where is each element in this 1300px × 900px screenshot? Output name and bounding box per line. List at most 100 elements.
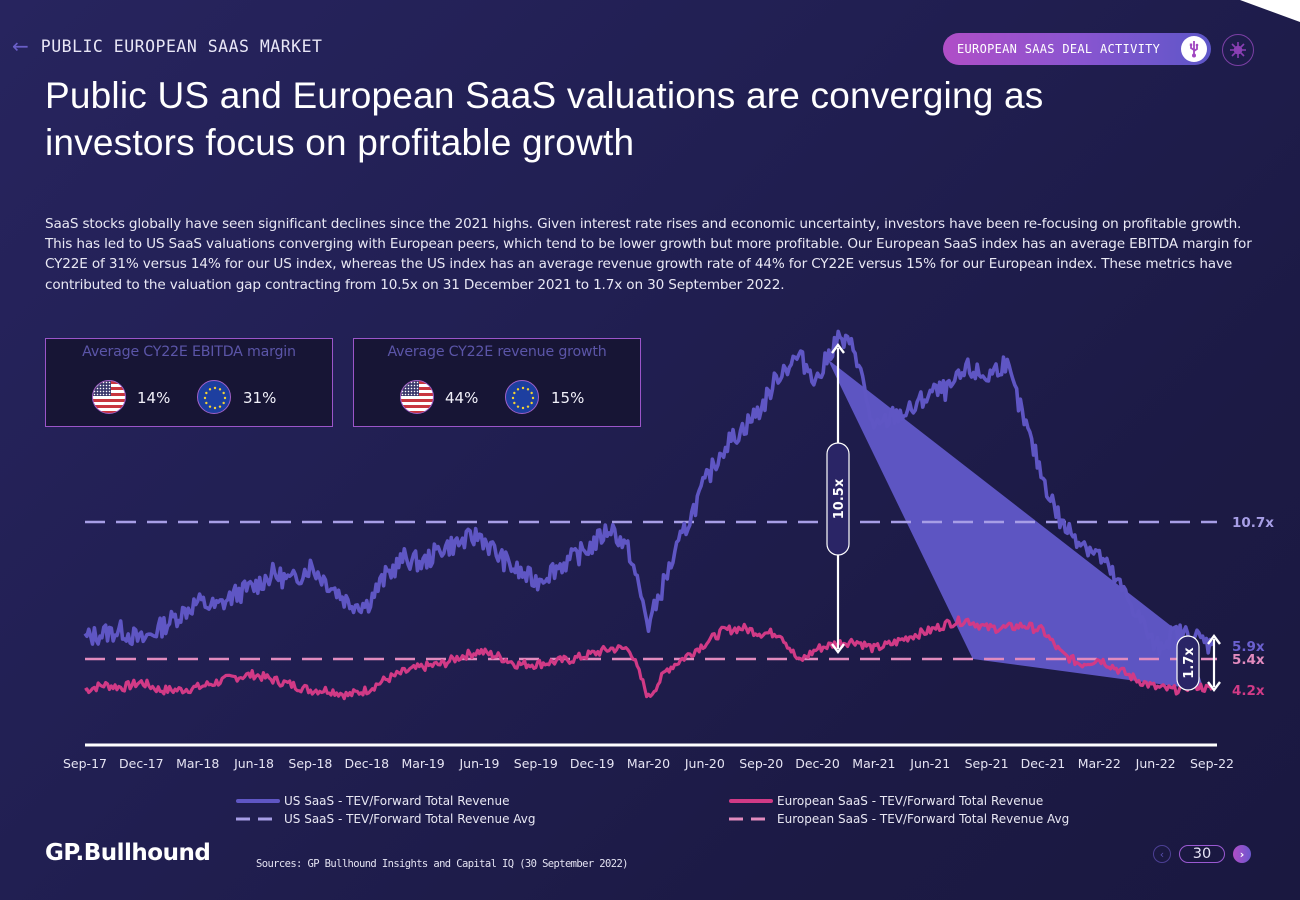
- x-tick-label: Mar-21: [852, 756, 895, 771]
- legend-left: US SaaS - TEV/Forward Total Revenue US S…: [236, 792, 536, 828]
- eu-star: [530, 401, 533, 405]
- eu-star: [222, 391, 225, 395]
- eu-star: [513, 391, 516, 395]
- page-number[interactable]: 30: [1179, 845, 1225, 863]
- gap-annotation: 10.5x: [826, 343, 850, 654]
- eu-saas-line: [84, 615, 1214, 701]
- arrow-down-icon: [831, 643, 845, 654]
- legend-item-eu-avg: European SaaS - TEV/Forward Total Revenu…: [729, 810, 1069, 828]
- eu-star: [205, 391, 208, 395]
- eu-star: [213, 386, 217, 390]
- x-tick-label: Sep-22: [1190, 756, 1234, 771]
- legend-swatch-dashed: [729, 817, 773, 821]
- legend-right: European SaaS - TEV/Forward Total Revenu…: [729, 792, 1069, 828]
- x-tick-label: Sep-17: [63, 756, 107, 771]
- eu-star: [516, 388, 520, 391]
- eu-metric-value: 15%: [551, 389, 585, 407]
- x-tick-label: Jun-22: [1135, 756, 1176, 771]
- eu-star: [526, 388, 530, 391]
- section-header: ← PUBLIC EUROPEAN SAAS MARKET: [12, 36, 322, 56]
- x-tick-label: Jun-19: [458, 756, 499, 771]
- eu-star: [223, 396, 227, 400]
- x-tick-label: Jun-21: [909, 756, 950, 771]
- legend-label: European SaaS - TEV/Forward Total Revenu…: [777, 812, 1070, 826]
- metric-box-ebitda-margin: Average CY22E EBITDA margin 14% 31%: [45, 338, 333, 427]
- x-tick-label: Mar-19: [401, 756, 444, 771]
- eu-star: [530, 391, 533, 395]
- end-value-label: 5.4x: [1232, 652, 1265, 668]
- eu-star: [521, 386, 525, 390]
- x-tick-label: Jun-18: [233, 756, 274, 771]
- x-tick-label: Mar-22: [1078, 756, 1121, 771]
- x-tick-label: Dec-20: [795, 756, 840, 771]
- eu-star: [516, 405, 520, 408]
- metric-label: Average CY22E EBITDA margin: [82, 344, 296, 360]
- us-flag-icon: [400, 380, 434, 414]
- us-metric-value: 44%: [445, 389, 479, 407]
- x-tick-label: Dec-17: [119, 756, 164, 771]
- chevron-right-icon[interactable]: ›: [1233, 845, 1251, 863]
- arrow-up-icon: [1207, 634, 1221, 645]
- legend-swatch: [236, 799, 280, 803]
- deal-activity-button[interactable]: EUROPEAN SAAS DEAL ACTIVITY: [943, 33, 1211, 65]
- eu-star: [208, 405, 212, 408]
- eu-star: [511, 396, 515, 400]
- x-tick-label: Sep-19: [514, 756, 558, 771]
- eu-star: [531, 396, 535, 400]
- eu-star: [203, 396, 207, 400]
- chevron-left-icon[interactable]: ‹: [1153, 845, 1171, 863]
- sources-note: Sources: GP Bullhound Insights and Capit…: [256, 858, 629, 870]
- x-tick-label: Sep-21: [965, 756, 1009, 771]
- eu-star: [218, 405, 222, 408]
- legend-item-eu: European SaaS - TEV/Forward Total Revenu…: [729, 792, 1069, 810]
- gap-value-pill: [1176, 635, 1200, 691]
- page-corner-fold: [1240, 0, 1300, 22]
- us-saas-line: [83, 329, 1214, 657]
- gap-annotation: 1.7x: [1176, 634, 1221, 692]
- pagination: ‹ 30 ›: [1153, 845, 1251, 863]
- deal-activity-label: EUROPEAN SAAS DEAL ACTIVITY: [957, 42, 1161, 56]
- arrow-left-icon[interactable]: ←: [12, 34, 29, 58]
- gap-value-label: 10.5x: [832, 478, 847, 519]
- x-tick-label: Mar-18: [176, 756, 219, 771]
- eu-flag-icon: [197, 380, 231, 414]
- network-virus-icon: [1230, 42, 1246, 58]
- page-title: Public US and European SaaS valuations a…: [45, 75, 1044, 163]
- us-average-label: 10.7x: [1232, 515, 1274, 531]
- legend-label: US SaaS - TEV/Forward Total Revenue Avg: [284, 812, 536, 826]
- x-tick-label: Mar-20: [627, 756, 670, 771]
- eu-star: [521, 406, 525, 410]
- valuation-line-chart: Sep-17 Dec-17 Mar-18 Jun-18 Sep-18 Dec-18 Mar-…: [63, 329, 1274, 771]
- us-metric-value: 14%: [137, 389, 171, 407]
- eu-star: [513, 401, 516, 405]
- metric-label: Average CY22E revenue growth: [387, 344, 607, 360]
- gp-bullhound-logo: GP.Bullhound: [45, 840, 211, 866]
- legend-item-us: US SaaS - TEV/Forward Total Revenue: [236, 792, 536, 810]
- eu-metric-value: 31%: [243, 389, 277, 407]
- end-value-label: 5.9x: [1232, 639, 1265, 655]
- eu-star: [205, 401, 208, 405]
- eu-flag-icon: [505, 380, 539, 414]
- arrow-down-icon: [1207, 681, 1221, 692]
- eu-star: [213, 406, 217, 410]
- x-tick-label: Dec-19: [570, 756, 615, 771]
- metric-box-revenue-growth: Average CY22E revenue growth 44% 15%: [353, 338, 641, 427]
- gap-value-label: 1.7x: [1182, 647, 1197, 679]
- eu-star: [218, 388, 222, 391]
- x-tick-label: Jun-20: [684, 756, 725, 771]
- legend-label: US SaaS - TEV/Forward Total Revenue: [284, 794, 510, 808]
- legend-swatch: [729, 799, 773, 803]
- gap-value-pill: [826, 442, 850, 556]
- usb-icon: [1181, 36, 1207, 62]
- eu-star: [526, 405, 530, 408]
- x-tick-label: Sep-20: [739, 756, 783, 771]
- end-value-label: 4.2x: [1232, 683, 1265, 699]
- network-virus-button[interactable]: [1222, 34, 1254, 66]
- x-tick-label: Sep-18: [288, 756, 332, 771]
- x-tick-label: Dec-18: [344, 756, 389, 771]
- x-tick-label: Dec-21: [1021, 756, 1066, 771]
- legend-label: European SaaS - TEV/Forward Total Revenu…: [777, 794, 1044, 808]
- eu-star: [222, 401, 225, 405]
- section-label: PUBLIC EUROPEAN SAAS MARKET: [40, 36, 323, 56]
- gap-wedge-area: [827, 359, 1204, 691]
